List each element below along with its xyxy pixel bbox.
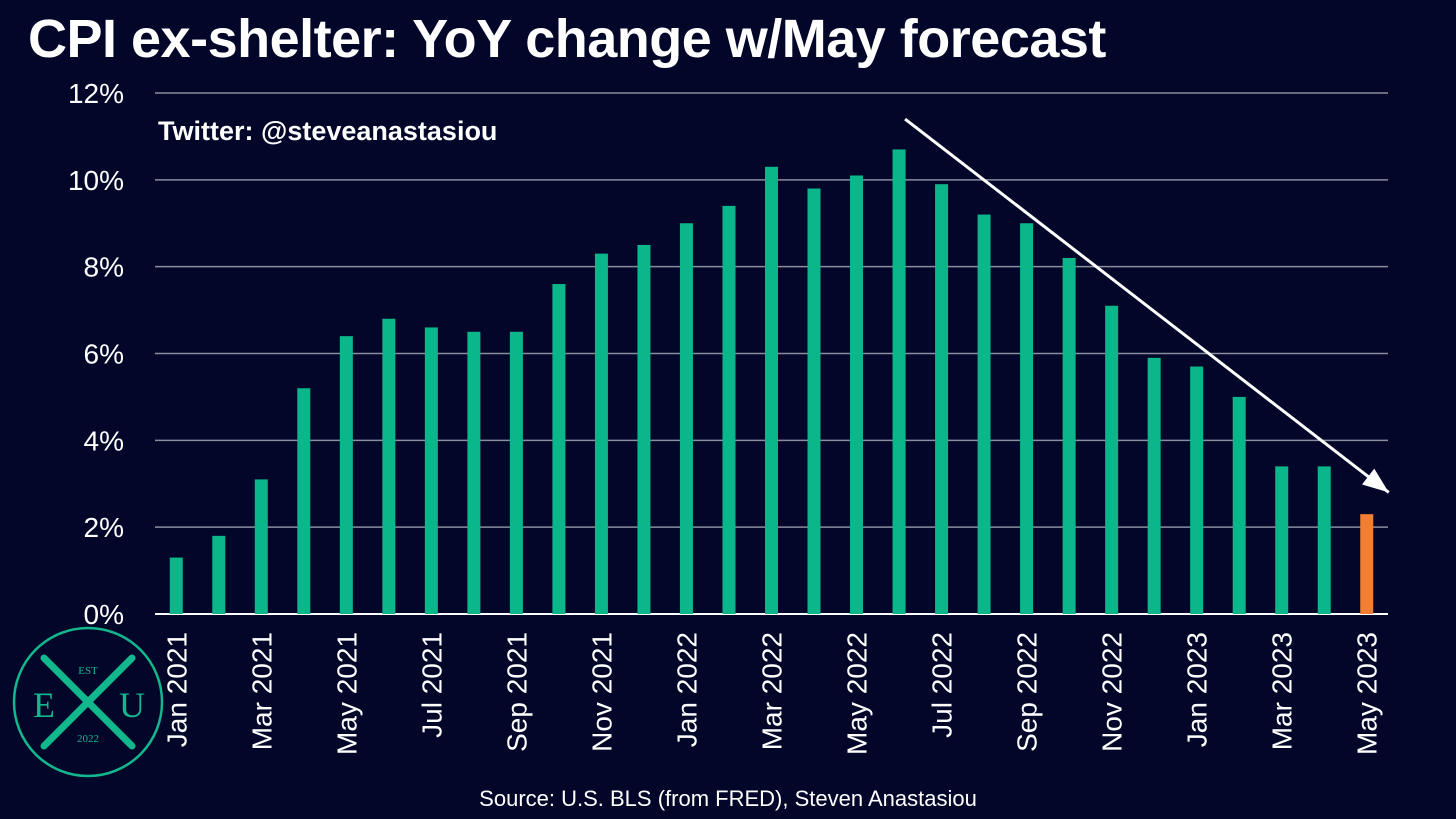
bar bbox=[594, 253, 608, 614]
y-axis-tick-labels: 0% 2% 4% 6% 8% 10% 12% bbox=[68, 78, 124, 630]
forecast-bar bbox=[1360, 514, 1374, 614]
x-tick-label: May 2022 bbox=[842, 632, 873, 755]
bar bbox=[382, 318, 396, 614]
x-axis-tick-labels: Jan 2021 Mar 2021 May 2021 Jul 2021 Sep 2021… bbox=[161, 632, 1382, 755]
trend-arrow bbox=[904, 117, 1390, 494]
bar bbox=[297, 388, 311, 614]
x-tick-label: Nov 2022 bbox=[1097, 632, 1128, 752]
trend-arrow-head bbox=[1362, 468, 1389, 493]
bar bbox=[1062, 257, 1076, 614]
bar bbox=[212, 535, 226, 614]
logo-x-stroke-2 bbox=[40, 654, 136, 750]
source-note: Source: U.S. BLS (from FRED), Steven Ana… bbox=[479, 786, 977, 811]
y-tick-label: 6% bbox=[84, 339, 124, 370]
y-tick-label: 10% bbox=[68, 165, 124, 196]
bar bbox=[467, 331, 481, 614]
x-tick-label: Jan 2023 bbox=[1182, 632, 1213, 747]
bar bbox=[424, 327, 438, 614]
y-tick-label: 12% bbox=[68, 78, 124, 109]
x-tick-label: Jul 2021 bbox=[416, 632, 447, 738]
bar bbox=[977, 214, 991, 615]
trend-arrow-line bbox=[904, 117, 1390, 494]
x-tick-label: May 2021 bbox=[331, 632, 362, 755]
y-tick-label: 4% bbox=[84, 425, 124, 456]
bar bbox=[935, 184, 949, 615]
bar bbox=[1020, 223, 1034, 614]
bar bbox=[254, 479, 268, 614]
logo-letter-e: E bbox=[33, 685, 55, 725]
x-tick-label: Sep 2022 bbox=[1012, 632, 1043, 752]
x-tick-label: Mar 2022 bbox=[757, 632, 788, 750]
x-tick-label: Jan 2021 bbox=[161, 632, 192, 747]
bar bbox=[807, 188, 821, 614]
bar bbox=[1317, 466, 1331, 614]
bar bbox=[552, 284, 566, 614]
bar bbox=[1232, 396, 1246, 614]
bar bbox=[1190, 366, 1204, 614]
logo-ring bbox=[12, 626, 164, 778]
twitter-watermark: Twitter: @steveanastasiou bbox=[158, 116, 497, 146]
x-tick-label: Jul 2022 bbox=[927, 632, 958, 738]
bar bbox=[679, 223, 693, 614]
bar bbox=[850, 175, 864, 614]
x-tick-label: Mar 2021 bbox=[246, 632, 277, 750]
x-tick-label: Jan 2022 bbox=[671, 632, 702, 747]
bars bbox=[169, 149, 1374, 615]
logo-letter-u: U bbox=[119, 685, 145, 725]
logo-est: EST bbox=[78, 665, 98, 677]
bar bbox=[509, 331, 523, 614]
y-tick-label: 8% bbox=[84, 252, 124, 283]
logo-year: 2022 bbox=[77, 733, 99, 745]
x-tick-label: Nov 2021 bbox=[586, 632, 617, 752]
y-tick-label: 2% bbox=[84, 512, 124, 543]
x-tick-label: May 2023 bbox=[1352, 632, 1383, 755]
bar bbox=[765, 166, 778, 614]
y-tick-label: 0% bbox=[84, 599, 124, 630]
chart-title: CPI ex-shelter: YoY change w/May forecas… bbox=[28, 9, 1106, 69]
x-tick-label: Sep 2021 bbox=[501, 632, 532, 752]
x-tick-label: Mar 2023 bbox=[1267, 632, 1298, 750]
exu-logo: EST E U 2022 bbox=[12, 626, 164, 778]
bar bbox=[722, 205, 736, 614]
bar bbox=[1275, 466, 1289, 614]
bar bbox=[169, 557, 183, 614]
bar bbox=[1105, 305, 1119, 614]
bar bbox=[339, 336, 353, 614]
bar bbox=[1147, 357, 1161, 614]
bar bbox=[892, 149, 906, 615]
bar bbox=[637, 244, 651, 615]
